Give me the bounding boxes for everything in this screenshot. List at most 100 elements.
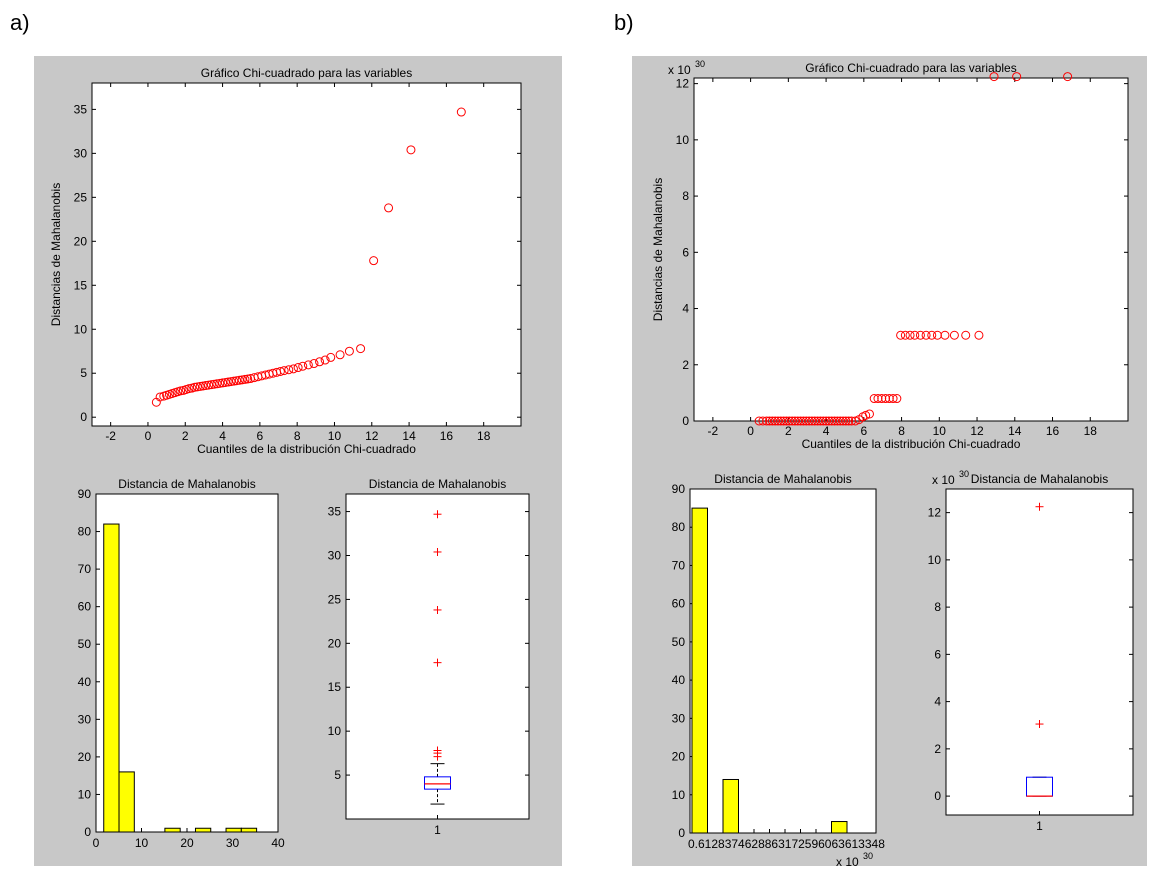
- b-box-exponent-power: 30: [959, 469, 969, 479]
- a-scatter-xtick-label: 14: [402, 429, 416, 443]
- b-scatter-xtick-label: 0: [747, 424, 754, 438]
- a-scatter-point: [204, 380, 214, 390]
- a-hist-title: Distancia de Mahalanobis: [118, 477, 255, 491]
- b-scatter-point: [900, 330, 910, 340]
- a-scatter-point: [232, 376, 242, 386]
- b-scatter-point: [974, 330, 984, 340]
- b-scatter-ytick-label: 2: [682, 358, 689, 372]
- b-scatter-point: [915, 330, 925, 340]
- b-box-ytick-label: 4: [934, 695, 941, 709]
- a-hist-bar: [103, 523, 120, 833]
- a-hist-ytick-label: 60: [78, 600, 92, 614]
- a-scatter-ylabel: Distancias de Mahalanobis: [49, 183, 63, 326]
- b-scatter-ytick-label: 6: [682, 245, 689, 259]
- a-scatter-point: [293, 363, 303, 373]
- a-scatter-point: [309, 359, 319, 369]
- a-scatter-point: [215, 378, 225, 388]
- a-scatter-point: [229, 376, 239, 386]
- a-box-ytick-label: 5: [334, 768, 341, 782]
- b-hist-axes-box: [689, 488, 877, 834]
- a-scatter-xtick-label: 8: [294, 429, 301, 443]
- b-box-ytick-label: 0: [934, 789, 941, 803]
- a-scatter-point: [326, 352, 336, 362]
- a-scatter-point: [243, 374, 253, 384]
- b-scatter-point: [921, 330, 931, 340]
- a-scatter-ytick-label: 30: [74, 146, 88, 160]
- panel-label-a: a): [10, 10, 30, 35]
- a-scatter-ytick-label: 35: [74, 102, 88, 116]
- a-box-title: Distancia de Mahalanobis: [369, 477, 506, 491]
- a-hist-ytick-label: 0: [84, 825, 91, 839]
- a-scatter-point: [190, 382, 200, 392]
- a-scatter-point: [220, 377, 230, 387]
- b-box-ytick-label: 10: [928, 553, 942, 567]
- a-scatter-point: [288, 364, 298, 374]
- a-scatter-ytick-label: 15: [74, 278, 88, 292]
- b-hist-ytick-label: 30: [672, 711, 686, 725]
- b-hist-ytick-label: 60: [672, 597, 686, 611]
- b-scatter-point: [1012, 72, 1022, 82]
- b-scatter-xlabel: Cuantiles de la distribución Chi-cuadrad…: [802, 437, 1021, 451]
- a-scatter-point: [201, 381, 211, 391]
- b-scatter-xtick-label: 6: [860, 424, 867, 438]
- a-scatter-axes-box: [91, 82, 522, 427]
- b-scatter-point: [961, 330, 971, 340]
- a-scatter-ytick-label: 10: [74, 322, 88, 336]
- b-scatter-xtick-label: 16: [1046, 424, 1060, 438]
- b-box-category: 1: [1036, 819, 1043, 833]
- a-scatter-point: [320, 355, 330, 365]
- b-scatter-point: [927, 330, 937, 340]
- a-hist-ytick-label: 80: [78, 525, 92, 539]
- b-scatter-point: [758, 416, 768, 426]
- a-scatter-xtick-label: 16: [440, 429, 454, 443]
- a-scatter-point: [206, 380, 216, 390]
- a-scatter-point: [384, 203, 394, 213]
- a-hist-ytick-label: 20: [78, 750, 92, 764]
- panel-label-b: b): [614, 10, 634, 35]
- b-scatter-exponent-power: 30: [695, 59, 705, 69]
- b-hist-ytick-label: 10: [672, 788, 686, 802]
- a-scatter-xtick-label: 4: [219, 429, 226, 443]
- b-scatter-point: [850, 416, 860, 426]
- b-scatter-ytick-label: 8: [682, 189, 689, 203]
- a-hist-xtick-label: 20: [180, 836, 194, 850]
- a-hist-ytick-label: 50: [78, 637, 92, 651]
- b-hist-exponent-power: 30: [863, 851, 873, 861]
- b-scatter-ytick-label: 0: [682, 414, 689, 428]
- figure-b: Gráfico Chi-cuadrado para las variables -…: [632, 56, 1147, 869]
- a-scatter-point: [237, 375, 247, 385]
- a-box-ytick-label: 20: [328, 636, 342, 650]
- b-scatter-point: [844, 416, 854, 426]
- b-hist-bar: [691, 507, 708, 834]
- b-scatter-point: [841, 416, 851, 426]
- b-box-axes-box: [945, 488, 1134, 816]
- a-scatter-xtick-label: 2: [182, 429, 189, 443]
- b-scatter-xtick-label: 2: [785, 424, 792, 438]
- b-scatter-ytick-label: 4: [682, 302, 689, 316]
- b-box-ytick-label: 6: [934, 647, 941, 661]
- a-scatter-point: [184, 384, 194, 394]
- a-scatter-ytick-label: 20: [74, 234, 88, 248]
- b-hist-ytick-label: 20: [672, 750, 686, 764]
- b-hist-exponent: x 10: [836, 855, 859, 869]
- a-box-box: [424, 776, 451, 790]
- a-hist-ytick-label: 30: [78, 712, 92, 726]
- figure-a-canvas: Gráfico Chi-cuadrado para las variables -…: [49, 66, 530, 850]
- a-scatter-point: [303, 360, 313, 370]
- b-box-ytick-label: 2: [934, 742, 941, 756]
- b-hist-ytick-label: 40: [672, 673, 686, 687]
- a-scatter-point: [335, 350, 345, 360]
- b-box-exponent: x 10: [932, 473, 955, 487]
- a-scatter-point: [192, 382, 202, 392]
- a-box-ytick-label: 15: [328, 680, 342, 694]
- b-box-ytick-label: 12: [928, 506, 942, 520]
- figure-b-canvas: Gráfico Chi-cuadrado para las variables -…: [651, 59, 1134, 869]
- a-hist-bar: [225, 827, 242, 833]
- a-box-category: 1: [434, 823, 441, 837]
- a-scatter-point: [344, 346, 354, 356]
- a-scatter-point: [198, 381, 208, 391]
- b-scatter-ytick-label: 10: [676, 133, 690, 147]
- b-scatter-xtick-label: 4: [823, 424, 830, 438]
- a-scatter-xtick-label: 0: [145, 429, 152, 443]
- a-scatter-point: [315, 357, 325, 367]
